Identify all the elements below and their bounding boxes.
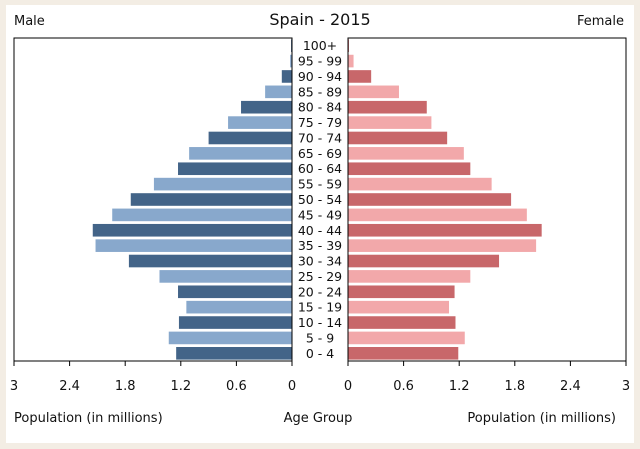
male-bar [178,162,292,176]
male-bar [153,177,292,191]
male-label: Male [14,14,45,29]
female-bar [348,100,427,114]
x-tick-label: 3 [10,379,18,394]
female-bar [348,254,500,268]
male-bar [178,285,292,299]
x-tick-label: 0.6 [393,379,414,394]
female-bar [348,131,448,145]
female-label: Female [577,14,624,29]
female-bar [348,285,455,299]
female-bar [348,208,527,222]
age-group-label: 10 - 14 [298,315,342,330]
female-bar [348,300,450,314]
age-group-label: 20 - 24 [298,284,342,299]
age-group-label: 5 - 9 [306,330,334,345]
female-bar [348,147,464,160]
female-bar [348,177,492,191]
male-bar [130,193,292,206]
male-bar [281,70,292,83]
male-bar [228,116,292,129]
male-bar [290,54,292,68]
chart-frame: Spain - 2015 Male Female 100+ 95 - 99 90 -… [6,5,634,443]
age-group-label: 90 - 94 [298,69,342,84]
male-bar [92,223,293,237]
male-bar [265,85,292,99]
female-bar [348,331,465,345]
male-bar [189,147,292,160]
x-tick-label: 1.2 [170,379,191,394]
age-group-label: 70 - 74 [298,130,342,145]
female-x-axis-label: Population (in millions) [467,411,616,426]
x-tick-label: 1.8 [504,379,525,394]
age-group-label: 15 - 19 [298,300,342,315]
female-bar [348,85,399,99]
female-bar [348,316,456,329]
chart-title: Spain - 2015 [269,10,370,29]
male-plot-area [13,37,293,362]
male-bar [95,239,293,252]
x-tick-label: 1.2 [449,379,470,394]
female-bar [348,223,542,237]
age-group-axis-label: Age Group [284,411,353,426]
female-bar [348,270,471,283]
age-group-label: 100+ [303,38,337,53]
x-tick-label: 2.4 [59,379,80,394]
male-bar [178,316,292,329]
male-bar [176,347,292,360]
age-group-label: 85 - 89 [298,84,342,99]
female-bar [348,193,512,206]
x-tick-label: 0.6 [226,379,247,394]
male-bar [159,270,292,283]
male-bar [112,208,292,222]
x-axis-ticks: 3 2.4 1.8 1.2 0.6 0 0 0.6 1.2 1.8 2.4 3 [10,361,630,394]
male-bar [186,300,292,314]
age-group-label: 65 - 69 [298,146,342,161]
female-bar [348,116,432,129]
male-bar [208,131,292,145]
male-bars [92,39,293,360]
age-group-label: 95 - 99 [298,54,342,69]
male-bar [241,100,292,114]
male-bar [128,254,292,268]
age-group-label: 35 - 39 [298,238,342,253]
age-group-label: 25 - 29 [298,269,342,284]
female-bar [348,162,471,176]
age-group-label: 80 - 84 [298,100,342,115]
age-group-label: 40 - 44 [298,223,342,238]
age-group-label: 50 - 54 [298,192,342,207]
male-x-axis-label: Population (in millions) [14,411,163,426]
male-bar [168,331,292,345]
age-group-label: 55 - 59 [298,177,342,192]
age-group-label: 30 - 34 [298,254,342,269]
female-bar [348,54,354,68]
x-tick-label: 1.8 [115,379,136,394]
age-group-label: 60 - 64 [298,161,342,176]
female-bars [348,39,542,360]
x-tick-label: 3 [622,379,630,394]
age-group-label: 75 - 79 [298,115,342,130]
x-tick-label: 0 [288,379,296,394]
female-plot-area [347,37,627,362]
female-bar [348,70,372,83]
x-tick-label: 2.4 [560,379,581,394]
age-group-label: 0 - 4 [306,346,334,361]
age-group-label: 45 - 49 [298,207,342,222]
x-tick-label: 0 [344,379,352,394]
female-bar [348,347,459,360]
female-bar [348,239,537,252]
